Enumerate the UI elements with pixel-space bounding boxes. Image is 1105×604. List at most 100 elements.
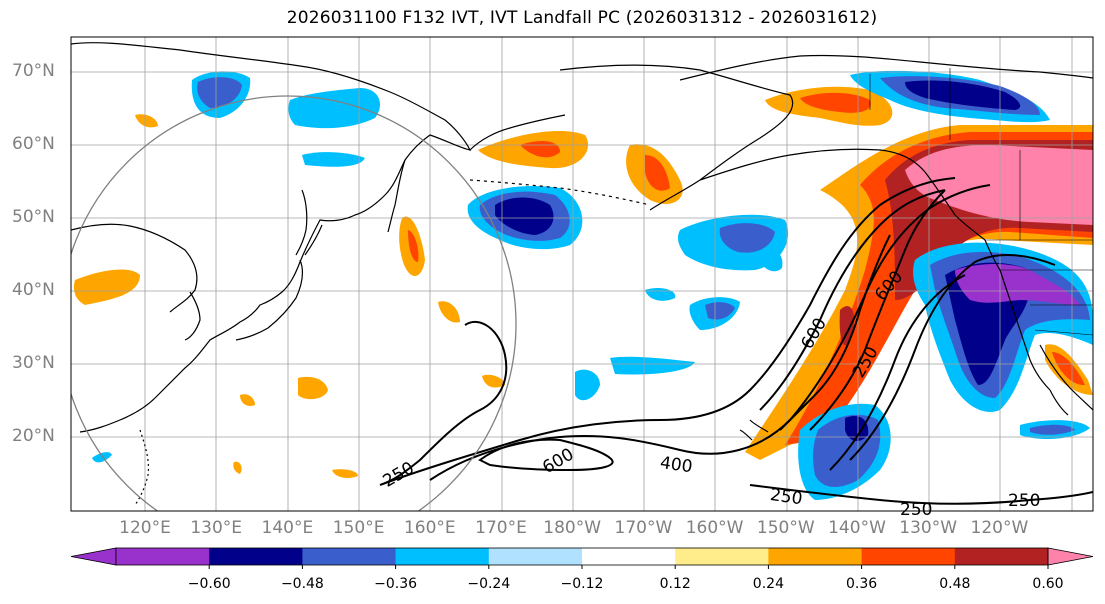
latitude-label: 70°N [12, 61, 55, 81]
coast-korea [184, 291, 201, 341]
colorbar-segment [302, 548, 397, 565]
positive-region-china [73, 269, 140, 305]
colorbar-tick-label: −0.48 [280, 576, 324, 592]
negative-region-npac-deep [495, 197, 554, 235]
longitude-label: 170°W [614, 518, 673, 538]
positive-region-canada-max [905, 145, 1093, 225]
negative-region-bc-deep [905, 80, 1021, 110]
coastlines [71, 42, 1093, 506]
positive-region-mexico-core [1052, 352, 1085, 386]
contour-label: 250 [1008, 491, 1040, 511]
contour-label-group: 250 600 400 250 600 250 250 250 600 [380, 267, 1041, 520]
longitude-label: 120°E [119, 518, 171, 538]
colorbar-segment [116, 548, 210, 565]
boundaries [869, 68, 1093, 336]
colorbar-segment [209, 548, 303, 565]
negative-region-central2-mid [705, 302, 735, 320]
coast-aleutians [469, 179, 651, 206]
ivt-contours [379, 177, 1093, 505]
longitude-label: 130°E [190, 518, 243, 538]
colorbar-segment [768, 548, 863, 565]
negative-region-central1-mid [719, 223, 775, 253]
contour-250-lower [749, 484, 1093, 505]
longitude-label: 140°E [261, 518, 314, 538]
contour-250-east [829, 253, 1056, 471]
colorbar [70, 547, 1094, 569]
longitude-label: 170°E [475, 518, 527, 538]
positive-region-russia [135, 114, 158, 128]
positive-region-midpac [438, 301, 460, 323]
colorbar-arrow-max [1047, 547, 1094, 566]
latitude-label: 20°N [12, 426, 55, 446]
contour-label: 250 [769, 485, 804, 509]
longitude-label: 140°W [828, 518, 886, 538]
colorbar-tick-label: −0.36 [374, 576, 418, 592]
longitude-label: 120°W [970, 518, 1029, 538]
coast-alaska [559, 64, 926, 211]
coast-arctic [679, 54, 1093, 81]
contour-inner-east [779, 234, 891, 431]
colorbar-tick-label: −0.12 [560, 576, 604, 592]
positive-region-south2 [482, 374, 505, 388]
longitude-label: 180°W [543, 518, 602, 538]
colorbar-segment [582, 548, 676, 565]
latitude-label: 50°N [12, 207, 55, 227]
latitude-label: 30°N [12, 353, 55, 373]
longitude-label: 150°E [332, 518, 385, 538]
longitude-label: 160°W [685, 518, 744, 538]
coast-kamchatka [387, 159, 406, 233]
colorbar-tick-label: 0.48 [939, 576, 971, 592]
contour-label: 250 [380, 458, 418, 492]
colorbar-segment [488, 548, 583, 565]
longitude-label: 160°E [403, 518, 456, 538]
negative-region-russia2 [288, 88, 380, 129]
negative-region-misc5 [760, 248, 783, 272]
positive-region-gulf-core [645, 155, 670, 191]
longitude-label: 150°W [756, 518, 815, 538]
colorbar-arrow-min [70, 547, 117, 566]
colorbar-tick-label: 0.36 [846, 576, 878, 592]
colorbar-tick-label: −0.60 [187, 576, 231, 592]
contour-250-outer [379, 177, 956, 486]
negative-region-misc6 [92, 452, 112, 463]
negative-region-west-us-min [955, 264, 1080, 305]
colorbar-tick-label: −0.24 [467, 576, 511, 592]
graticule [71, 37, 1093, 511]
contour-600 [759, 189, 946, 431]
contour-label: 600 [539, 444, 577, 478]
positive-region-alaska-core [800, 92, 871, 113]
colorbar-segment [954, 548, 1049, 565]
negative-region-misc2 [610, 356, 695, 375]
positive-region-south4 [332, 469, 358, 478]
colorbar-tick-label: 0.24 [752, 576, 784, 592]
coast-mexico [1039, 344, 1093, 416]
colorbar-tick-label: 0.60 [1032, 576, 1064, 592]
positive-region-south3 [240, 394, 255, 406]
negative-region-russia1-mid [197, 77, 242, 108]
negative-region-misc3 [645, 287, 676, 301]
longitude-label: 130°W [899, 518, 958, 538]
negative-region-russia3 [302, 152, 365, 167]
contour-label: 400 [659, 453, 694, 477]
negative-region-misc4-mid [1030, 424, 1075, 435]
positive-region-kuril-core [408, 230, 419, 262]
coast-asia [71, 42, 472, 433]
latitude-label: 60°N [12, 134, 55, 154]
colorbar-segment [861, 548, 956, 565]
coast-bering-west [469, 114, 566, 151]
map-frame [70, 36, 1094, 512]
map-title: 2026031100 F132 IVT, IVT Landfall PC (20… [286, 8, 878, 28]
landfall-radius-circle [71, 95, 517, 511]
negative-region-hawaii-deep [845, 415, 869, 442]
positive-region-south1 [298, 376, 328, 400]
coast-sakhalin [295, 189, 308, 256]
latitude-label: 40°N [12, 280, 55, 300]
coast-philippines [134, 429, 150, 506]
coast-china [71, 223, 198, 313]
contour-600-loop [478, 438, 614, 472]
negative-region-misc1 [575, 369, 600, 401]
coast-hawaii [739, 419, 769, 441]
contour-label: 250 [900, 500, 932, 520]
positive-region-south5 [233, 461, 242, 474]
